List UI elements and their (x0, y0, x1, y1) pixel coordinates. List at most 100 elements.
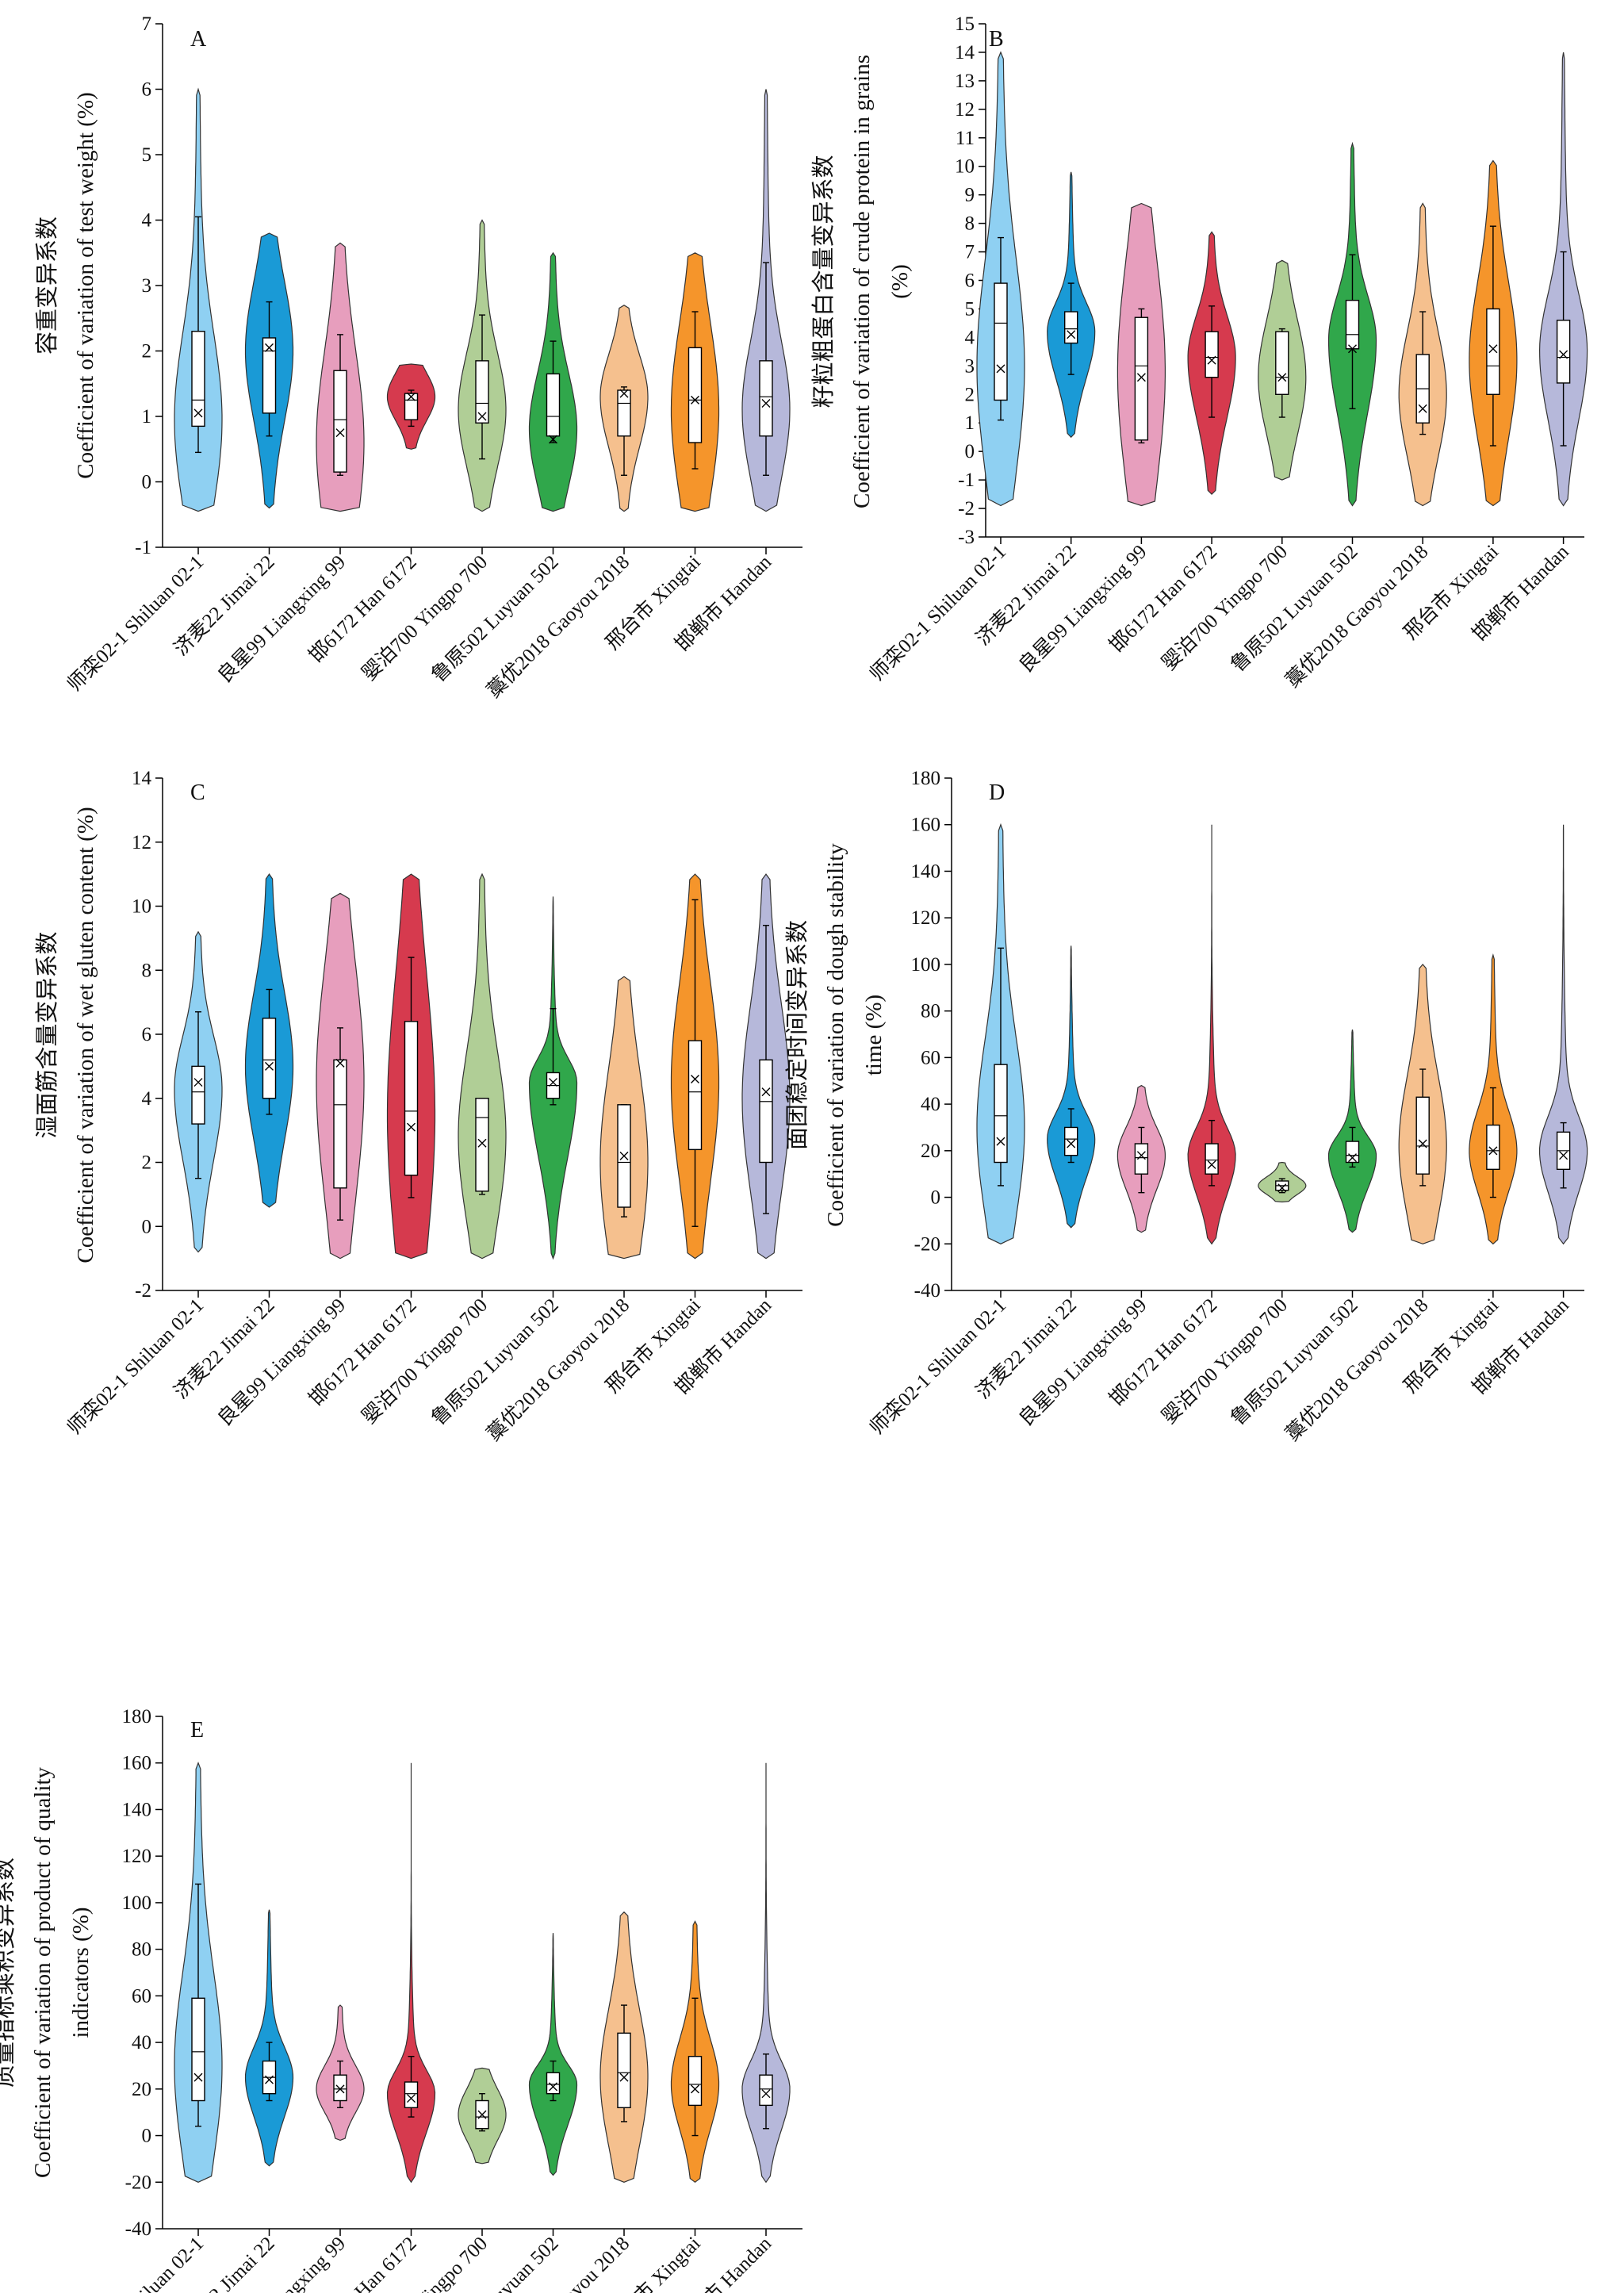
mean-marker (996, 364, 1005, 374)
y-tick-label: 8 (142, 960, 152, 981)
y-tick-label: -20 (125, 2172, 151, 2193)
y-tick-label: 2 (142, 341, 152, 362)
mean-marker (1348, 344, 1357, 354)
category-label: 婴泊700 Yingpo 700 (358, 550, 492, 684)
iqr-box (475, 360, 489, 424)
y-tick-label: 0 (965, 441, 975, 462)
y-tick-label: 80 (921, 1001, 940, 1022)
y-axis-title-line: 籽粒粗蛋白含量变异系数 (810, 155, 837, 408)
category-label: 藁优2018 Gaoyou 2018 (1281, 540, 1433, 692)
mean-marker (1067, 330, 1076, 339)
iqr-box (1063, 1126, 1078, 1156)
mean-marker (193, 2073, 203, 2082)
mean-marker (619, 389, 629, 398)
iqr-box (546, 373, 561, 437)
y-tick-label: 5 (965, 298, 975, 320)
y-tick-label: 9 (965, 185, 975, 206)
y-tick-label: -40 (125, 2218, 151, 2240)
mean-marker (193, 1078, 203, 1087)
category-label: 良星99 Liangxing 99 (213, 550, 350, 687)
y-tick-label: 100 (122, 1892, 152, 1914)
y-axis-title-line: Coefficient of variation of test weight … (73, 92, 98, 478)
iqr-box (994, 1064, 1008, 1164)
iqr-box (617, 2032, 631, 2109)
y-tick-label: 60 (132, 1985, 151, 2007)
iqr-box (617, 389, 631, 437)
y-tick-label: 4 (142, 1088, 152, 1110)
y-tick-label: 120 (911, 907, 941, 929)
iqr-box (404, 1021, 419, 1176)
mean-marker (691, 2084, 699, 2094)
iqr-box (1205, 331, 1219, 378)
iqr-box (688, 347, 703, 443)
category-label: 婴泊700 Yingpo 700 (1158, 540, 1292, 674)
y-tick-label: 7 (965, 242, 975, 263)
mean-marker (265, 343, 274, 352)
violin-shape (244, 1909, 294, 2167)
category-label: 鲁原502 Luyuan 502 (427, 1294, 563, 1429)
mean-marker (407, 2094, 416, 2103)
y-tick-label: -3 (958, 527, 975, 548)
category-label: 师栾02-1 Shiluan 02-1 (63, 1294, 208, 1439)
panel-a-test-weight: A 容重变异系数 Coefficient of variation of test … (34, 13, 802, 702)
category-label: 师栾02-1 Shiluan 02-1 (63, 2232, 208, 2293)
y-tick-label: 0 (142, 472, 152, 493)
y-tick-label: 14 (132, 768, 152, 789)
violin-shape (1047, 945, 1096, 1229)
iqr-box (1134, 316, 1149, 441)
y-tick-label: 180 (122, 1706, 152, 1727)
mean-marker (335, 428, 345, 438)
iqr-box (191, 1065, 205, 1125)
y-tick-label: -20 (914, 1233, 940, 1255)
panel-label: B (989, 27, 1004, 52)
iqr-box (404, 2081, 419, 2109)
mean-marker (761, 1087, 771, 1097)
mean-marker (1488, 344, 1498, 354)
category-label: 藁优2018 Gaoyou 2018 (1281, 1294, 1433, 1445)
mean-marker (1559, 350, 1568, 359)
mean-marker (477, 412, 487, 421)
category-label: 良星99 Liangxing 99 (213, 1294, 350, 1430)
mean-marker (549, 435, 557, 444)
iqr-box (1345, 1141, 1360, 1164)
category-label: 鲁原502 Luyuan 502 (1227, 1294, 1362, 1429)
iqr-box (759, 360, 773, 437)
violin-shape (741, 1762, 791, 2184)
y-tick-label: 10 (132, 896, 151, 918)
mean-marker (996, 1137, 1005, 1146)
y-axis-title-line: Coefficient of variation of dough stabil… (823, 843, 848, 1227)
iqr-box (1205, 1143, 1219, 1175)
y-tick-label: 15 (955, 13, 975, 35)
y-tick-label: 8 (965, 213, 975, 235)
mean-marker (1136, 373, 1146, 382)
y-tick-label: 14 (955, 42, 975, 63)
mean-marker (1418, 1139, 1427, 1148)
y-tick-label: -2 (958, 498, 975, 520)
y-tick-label: 12 (132, 832, 151, 853)
iqr-box (1275, 331, 1289, 395)
y-tick-label: 12 (955, 99, 975, 121)
iqr-box (1063, 311, 1078, 344)
violin-shape (386, 1762, 436, 2184)
y-axis-title-line: Coefficient of variation of wet gluten c… (73, 807, 98, 1263)
y-axis-title: 湿面筋含量变异系数 Coefficient of variation of wet… (34, 807, 98, 1263)
mean-marker (1207, 1160, 1216, 1169)
y-tick-label: 13 (955, 71, 975, 92)
y-axis-title-line: Coefficient of variation of crude protei… (849, 55, 875, 508)
y-tick-label: 4 (965, 327, 975, 348)
iqr-box (688, 2056, 703, 2107)
iqr-box (1345, 299, 1360, 350)
y-tick-label: -2 (135, 1280, 151, 1302)
iqr-box (191, 331, 205, 428)
y-tick-label: -1 (958, 470, 975, 491)
category-label: 藁优2018 Gaoyou 2018 (483, 550, 634, 702)
mean-marker (1207, 355, 1216, 365)
y-tick-label: 6 (142, 1024, 152, 1045)
panel-b-crude-protein: B 籽粒粗蛋白含量变异系数 Coefficient of variation of … (810, 13, 1588, 692)
y-axis-title-line: 质量指标乘积变异系数 (0, 1858, 17, 2088)
y-axis-title-line: Coefficient of variation of product of q… (30, 1766, 56, 2178)
violin-shape (528, 1933, 578, 2176)
y-tick-label: 20 (132, 2079, 151, 2100)
y-tick-label: 160 (911, 815, 941, 836)
y-tick-label: 6 (965, 270, 975, 292)
